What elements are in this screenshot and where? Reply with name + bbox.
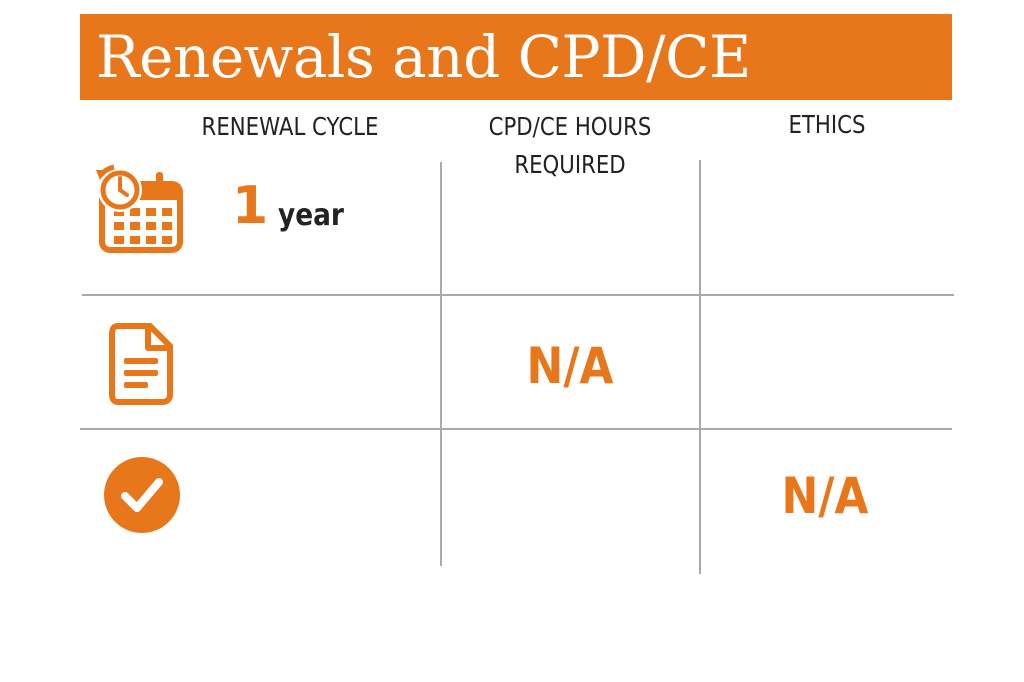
cpd-hours-label-line1: CPD/CE HOURS [488,112,652,141]
ethics-label: ETHICS [788,110,866,139]
checkmark-circle-icon [104,457,180,533]
cpd-hours-label-line2: REQUIRED [514,150,626,179]
renewal-cycle-label: RENEWAL CYCLE [201,112,379,141]
ethics-value: N/A [781,467,869,525]
cpd-hours-value: N/A [526,337,614,395]
title-banner: Renewals and CPD/CE [80,14,952,100]
renewal-cycle-unit: year [278,198,344,233]
renewal-cycle-value: 1 [232,176,269,236]
divider-horizontal-1 [82,294,954,296]
calendar-clock-icon [96,164,183,253]
divider-horizontal-2 [80,428,952,430]
divider-vertical-2 [699,160,701,574]
column-header-renewal-cycle: RENEWAL CYCLE [163,108,418,146]
page-title: Renewals and CPD/CE [96,23,751,91]
column-header-ethics: ETHICS [719,106,935,144]
column-header-cpd-hours: CPD/CE HOURS REQUIRED [460,108,681,184]
document-icon [109,323,173,405]
divider-vertical-1 [440,162,442,566]
